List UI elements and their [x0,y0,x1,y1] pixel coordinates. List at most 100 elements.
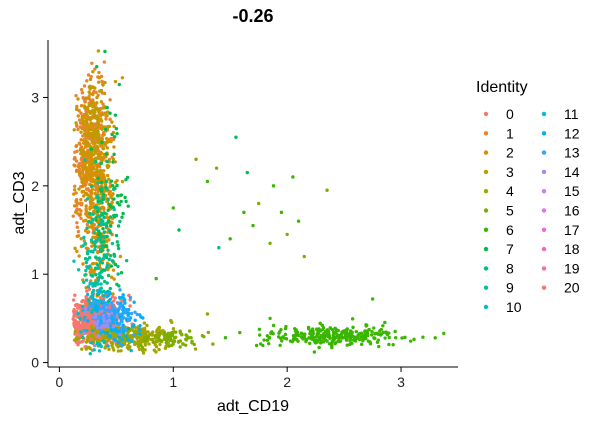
data-point [365,332,370,336]
data-point [104,305,109,310]
data-point [125,175,130,180]
data-point [96,237,101,241]
legend-swatch [483,266,489,271]
data-point [109,179,114,183]
data-point [82,318,86,322]
data-point [120,179,125,184]
data-point [78,161,82,166]
data-point [112,152,116,157]
data-point [83,310,87,315]
data-point [76,311,80,316]
legend-swatch [483,150,489,155]
data-point [105,159,110,164]
legend-item: 6 [483,222,514,238]
data-point [310,336,314,340]
data-point [109,301,114,305]
data-point [81,339,85,343]
data-point [106,299,111,304]
legend-label: 10 [506,299,522,315]
legend-swatch [483,246,489,252]
data-point [268,316,272,321]
legend-label: 7 [506,241,514,257]
data-point [93,304,98,308]
legend-label: 18 [564,241,580,257]
data-point [93,144,98,148]
data-point [108,185,112,189]
data-point [94,312,98,317]
data-point [99,282,103,286]
data-point [79,104,84,108]
data-point [293,326,297,331]
data-point [179,331,183,335]
data-point [106,248,110,252]
data-point [91,284,95,288]
data-point [90,205,95,209]
data-point [110,295,115,299]
data-point [315,327,319,331]
legend-label: 8 [506,260,514,276]
data-point [293,337,297,341]
data-point [102,239,106,244]
data-point [73,246,77,251]
legend-swatch [541,227,547,232]
data-point [95,95,99,100]
data-point [96,279,100,283]
data-point [214,166,219,170]
data-point [76,127,80,132]
data-point [83,158,87,162]
data-point [81,184,85,188]
data-point [340,330,344,334]
data-point [82,84,87,88]
data-point [90,157,94,162]
data-point [170,333,174,338]
data-point [258,333,262,337]
data-point [90,310,94,314]
data-point [121,293,125,297]
data-point [124,199,128,204]
data-point [86,249,90,254]
data-point [72,259,76,263]
data-point [346,332,351,337]
data-point [101,83,105,87]
data-point [101,294,106,298]
data-point [116,201,120,205]
data-point [202,334,206,339]
data-point [113,338,118,342]
data-point [105,105,109,110]
data-point [96,176,100,181]
data-point [111,187,116,192]
data-point [116,246,121,251]
data-point [302,254,306,259]
data-point [79,111,83,115]
data-point [181,342,185,346]
legend-title: Identity [476,79,528,96]
data-point [97,109,101,114]
data-point [72,163,76,167]
data-point [105,146,110,150]
data-point [283,332,288,337]
data-point [115,183,119,188]
data-point [94,255,98,259]
data-point [308,341,312,346]
data-point [192,342,196,347]
legend-item: 20 [541,280,580,296]
data-point [98,299,103,304]
data-point [102,132,106,137]
data-point [79,130,83,134]
data-point [377,344,381,349]
data-point [361,339,365,343]
data-point [78,142,82,146]
data-point [81,322,85,326]
legend-swatch [483,304,489,310]
data-point [84,112,88,116]
data-point [351,325,355,330]
data-point [108,224,113,228]
legend-swatch [483,169,489,175]
data-point [383,336,387,340]
data-point [99,88,104,93]
data-point [206,330,211,335]
data-point [89,190,93,195]
data-point [137,332,142,336]
data-point [325,339,329,343]
data-point [115,131,119,136]
